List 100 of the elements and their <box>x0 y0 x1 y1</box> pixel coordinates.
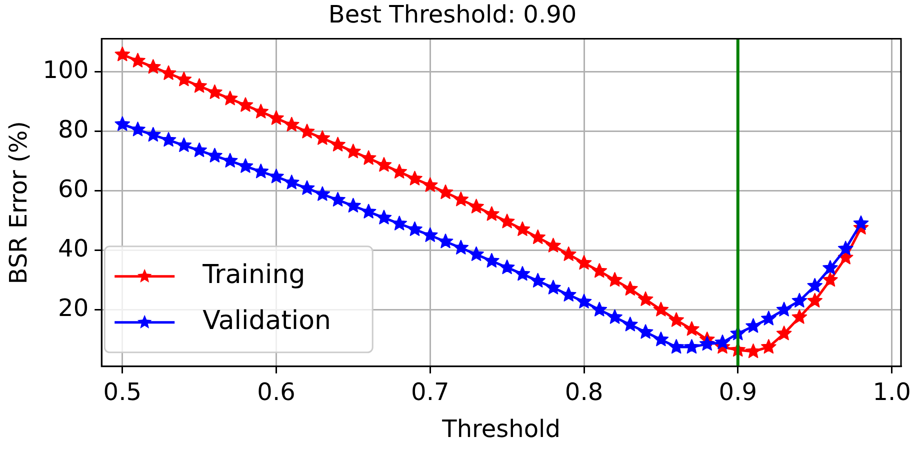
point <box>576 255 592 270</box>
point <box>130 122 146 136</box>
point <box>807 278 822 293</box>
point <box>484 206 500 221</box>
point <box>268 110 284 125</box>
point <box>546 280 561 294</box>
legend-label: Validation <box>202 306 331 336</box>
point <box>668 312 684 327</box>
point <box>376 157 392 172</box>
point <box>253 104 269 118</box>
point <box>668 339 684 354</box>
point <box>238 158 254 173</box>
point <box>468 198 484 214</box>
point <box>684 339 700 354</box>
y-tick-label: 100 <box>42 56 89 84</box>
point <box>622 280 638 296</box>
point <box>560 246 576 261</box>
point <box>622 316 638 332</box>
point <box>792 292 808 308</box>
point <box>776 302 792 316</box>
point <box>607 309 622 324</box>
point <box>838 240 854 256</box>
point <box>330 192 346 206</box>
point <box>853 215 869 230</box>
x-tick-label: 1.0 <box>872 378 911 406</box>
point <box>638 291 654 306</box>
point <box>746 344 761 358</box>
point <box>653 332 669 346</box>
y-tick-label: 60 <box>58 174 89 203</box>
point <box>222 152 238 168</box>
y-axis-title: BSR Error (%) <box>4 120 33 284</box>
x-tick-label: 0.5 <box>103 378 142 406</box>
point <box>314 130 330 145</box>
point <box>407 170 422 186</box>
point <box>346 198 361 212</box>
point <box>392 164 407 178</box>
point <box>407 221 422 236</box>
chart-title: Best Threshold: 0.90 <box>328 0 577 29</box>
point <box>192 142 207 158</box>
x-tick-label: 0.9 <box>718 378 757 406</box>
point <box>222 90 238 106</box>
point <box>192 78 207 93</box>
point <box>392 216 407 230</box>
x-tick-label: 0.8 <box>564 378 604 406</box>
x-tick-label: 0.7 <box>411 378 450 406</box>
point <box>468 246 484 261</box>
point <box>176 137 192 152</box>
point <box>776 326 792 340</box>
point <box>314 186 330 201</box>
point <box>514 266 530 281</box>
point <box>360 204 376 218</box>
point <box>360 150 376 165</box>
point <box>592 263 608 278</box>
point <box>238 97 254 112</box>
point <box>684 321 700 336</box>
point <box>453 240 469 254</box>
point <box>376 210 392 224</box>
point <box>576 294 592 308</box>
point <box>160 132 176 147</box>
point <box>530 229 546 244</box>
point <box>146 59 161 74</box>
point <box>207 148 222 162</box>
point <box>422 177 438 192</box>
point <box>761 310 776 326</box>
point <box>699 336 715 351</box>
point <box>592 302 608 316</box>
point <box>499 260 515 274</box>
legend-label: Training <box>202 260 306 290</box>
point <box>346 144 361 158</box>
point <box>607 272 622 287</box>
point <box>114 116 130 131</box>
point <box>422 227 438 242</box>
point <box>114 46 130 62</box>
x-tick-label: 0.6 <box>257 378 296 406</box>
point <box>207 84 222 99</box>
point <box>560 286 576 302</box>
y-tick-label: 40 <box>58 234 89 262</box>
y-tick-label: 80 <box>58 115 89 144</box>
point <box>299 180 315 195</box>
point <box>514 221 530 236</box>
point <box>746 318 761 333</box>
point <box>284 116 300 132</box>
point <box>438 234 454 248</box>
point <box>146 126 161 142</box>
x-axis-title: Threshold <box>441 414 560 443</box>
point <box>130 52 146 68</box>
point <box>330 136 346 152</box>
point <box>638 324 654 339</box>
point <box>453 192 469 206</box>
point <box>792 309 808 324</box>
point <box>546 238 561 252</box>
point <box>299 124 315 138</box>
y-tick-label: 20 <box>58 294 89 322</box>
point <box>284 174 300 190</box>
point <box>160 65 176 80</box>
point <box>438 184 454 200</box>
point <box>176 72 192 86</box>
point <box>253 164 269 178</box>
point <box>822 272 838 287</box>
point <box>530 272 546 288</box>
